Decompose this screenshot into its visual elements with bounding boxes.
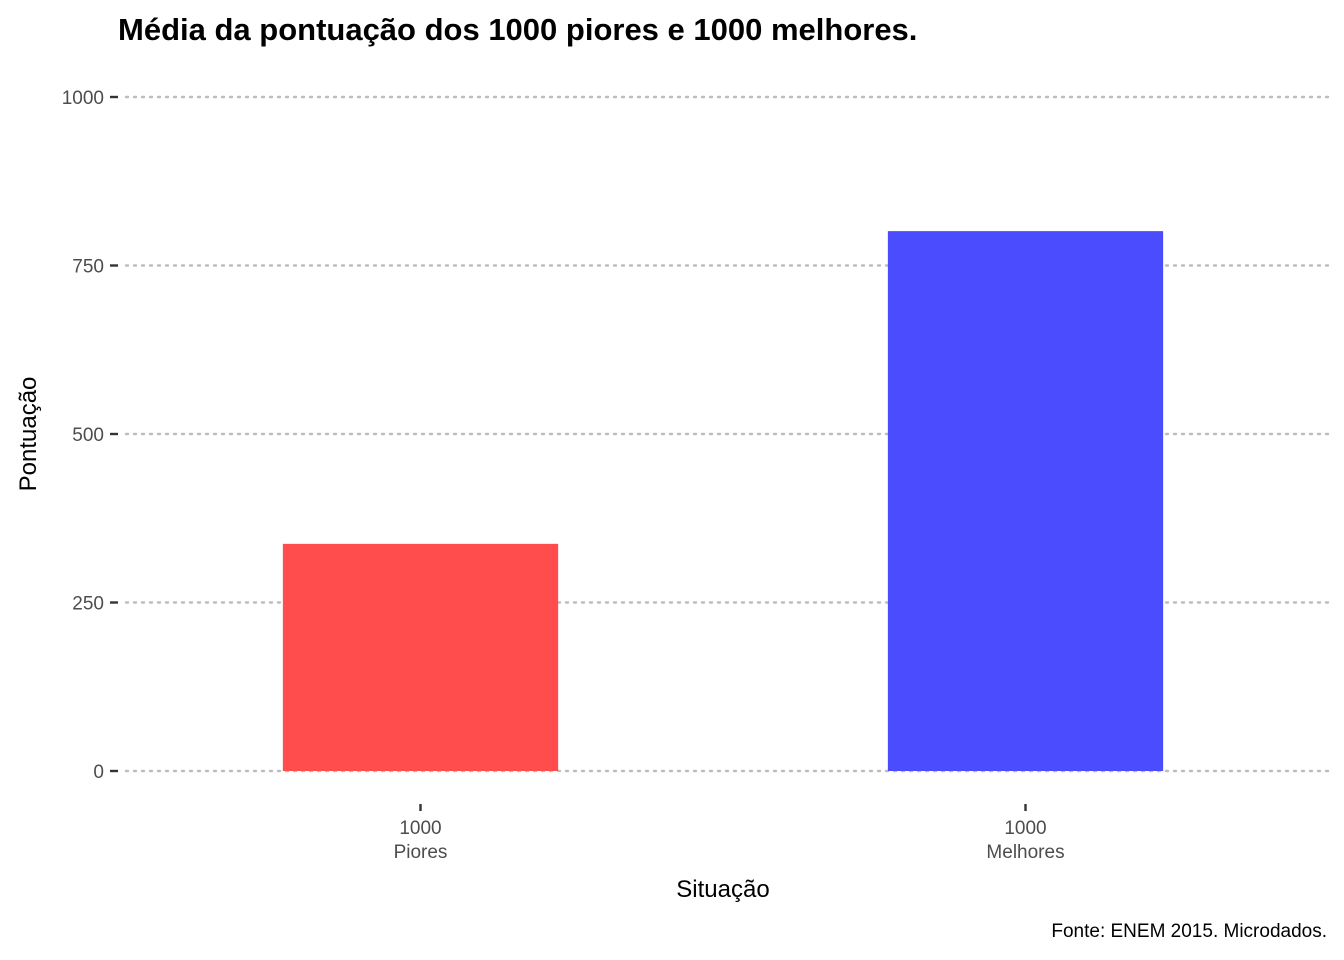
x-tick-label-1: 1000 Melhores [986, 818, 1064, 863]
y-tick-label-0: 0 [93, 762, 104, 783]
source-caption: Fonte: ENEM 2015. Microdados. [1051, 921, 1327, 942]
y-tick-label-2: 500 [72, 425, 104, 446]
chart-title: Média da pontuação dos 1000 piores e 100… [118, 12, 917, 47]
y-axis: 0 250 500 750 1000 [62, 88, 118, 783]
bar-piores [282, 543, 559, 771]
y-tick-label-4: 1000 [62, 88, 104, 109]
bar-melhores [887, 231, 1164, 772]
x-tick-label-line1: 1000 [399, 818, 441, 839]
x-axis: 1000 Piores 1000 Melhores [394, 804, 1065, 863]
x-tick-label-line2: Melhores [986, 842, 1064, 863]
y-tick-label-3: 750 [72, 257, 104, 278]
bars [282, 231, 1164, 772]
x-tick-label-0: 1000 Piores [394, 818, 448, 863]
y-axis-title: Pontuação [15, 377, 42, 492]
x-tick-label-line2: Piores [394, 842, 448, 863]
y-tick-label-1: 250 [72, 594, 104, 615]
x-tick-label-line1: 1000 [1004, 818, 1046, 839]
x-axis-title: Situação [676, 876, 769, 903]
